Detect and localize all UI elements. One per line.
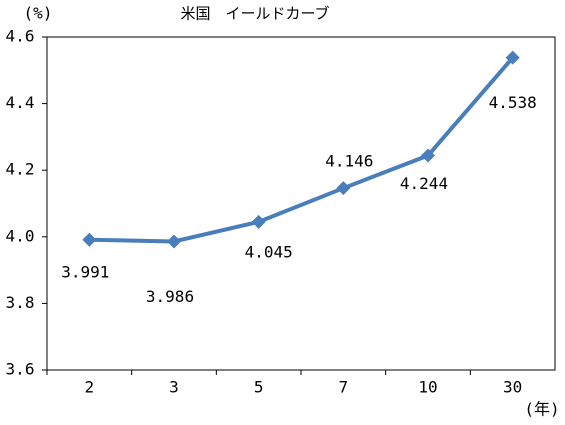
y-axis-label: (%) [24, 4, 53, 23]
data-label: 3.991 [61, 262, 109, 281]
x-tick-label: 10 [418, 378, 437, 397]
data-label: 3.986 [146, 287, 194, 306]
chart-title: 米国 イールドカーブ [180, 5, 329, 23]
data-label: 4.045 [245, 242, 293, 261]
data-point [167, 234, 181, 249]
x-tick-label: 7 [339, 378, 349, 397]
data-point [505, 50, 520, 65]
data-label: 4.146 [325, 152, 373, 171]
data-label: 4.244 [400, 174, 448, 193]
y-tick-label: 3.6 [6, 360, 35, 379]
series-line [89, 56, 515, 244]
x-tick-label: 5 [254, 378, 264, 397]
y-tick-label: 4.0 [6, 226, 35, 245]
y-tick-label: 4.2 [6, 160, 35, 179]
data-point [251, 214, 266, 229]
x-tick-label: 2 [85, 378, 95, 397]
y-tick-label: 3.8 [6, 293, 35, 312]
x-tick-label: 3 [169, 378, 179, 397]
y-tick-label: 4.4 [6, 93, 35, 112]
data-point [336, 181, 351, 196]
x-axis-label: (年) [524, 400, 559, 419]
data-point [421, 148, 435, 163]
data-label: 4.538 [489, 93, 537, 112]
x-tick-label: 30 [503, 378, 522, 397]
y-tick-label: 4.6 [6, 27, 35, 46]
data-point [82, 232, 97, 247]
